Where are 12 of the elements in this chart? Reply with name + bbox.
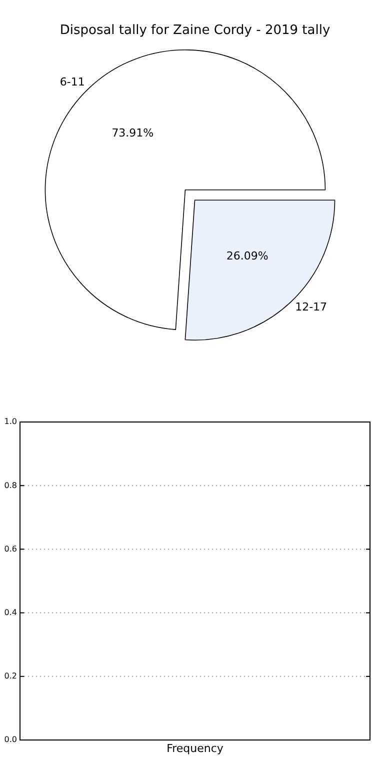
slice-label: 6-11 <box>60 75 85 88</box>
y-tick-label: 1.0 <box>4 417 17 426</box>
y-tick-label: 0.4 <box>4 608 17 617</box>
x-tick-label: Frequency <box>166 742 224 755</box>
chart-title: Disposal tally for Zaine Cordy - 2019 tally <box>60 23 330 38</box>
slice-label: 12-17 <box>295 300 328 314</box>
data-label: 73.91% <box>112 126 154 140</box>
y-tick-label: 0.0 <box>4 735 17 744</box>
data-label: 26.09% <box>226 249 268 262</box>
y-tick-label: 0.2 <box>4 672 17 681</box>
y-tick-label: 0.6 <box>4 544 17 554</box>
y-tick-label: 0.8 <box>4 480 17 490</box>
